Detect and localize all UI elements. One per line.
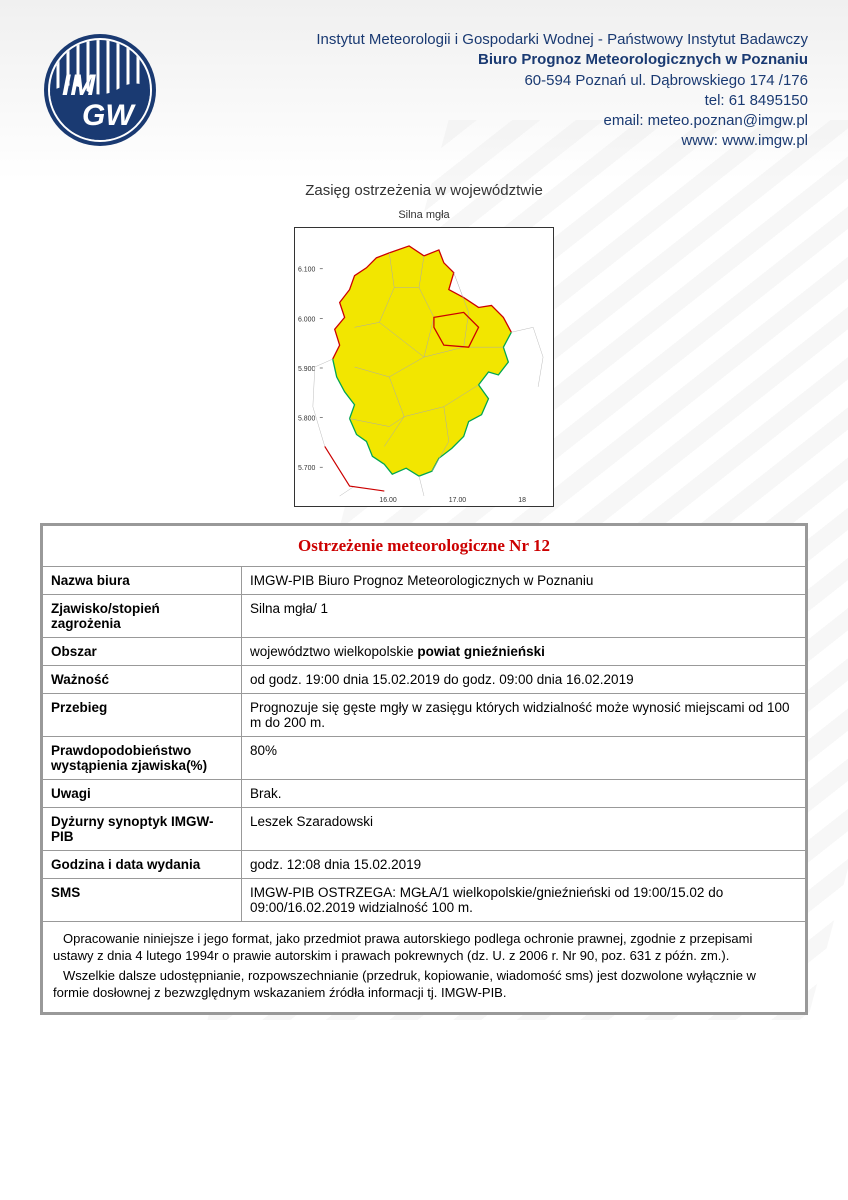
table-row: Dyżurny synoptyk IMGW-PIBLeszek Szaradow… (42, 807, 807, 850)
row-value: IMGW-PIB Biuro Prognoz Meteorologicznych… (242, 566, 807, 594)
row-value: godz. 12:08 dnia 15.02.2019 (242, 850, 807, 878)
row-label: SMS (42, 878, 242, 921)
svg-text:5.900: 5.900 (298, 365, 316, 372)
row-label: Godzina i data wydania (42, 850, 242, 878)
map-container: 6.100 6.000 5.900 5.800 5.700 16.00 17.0… (294, 227, 554, 507)
region-fill (333, 245, 512, 475)
organization-info: Instytut Meteorologii i Gospodarki Wodne… (316, 30, 808, 152)
office-name: Biuro Prognoz Meteorologicznych w Poznan… (316, 50, 808, 70)
table-row: Prawdopodobieństwo wystąpienia zjawiska(… (42, 736, 807, 779)
table-row: Zjawisko/stopień zagrożeniaSilna mgła/ 1 (42, 594, 807, 637)
row-value: od godz. 19:00 dnia 15.02.2019 do godz. … (242, 665, 807, 693)
svg-text:17.00: 17.00 (449, 496, 467, 503)
map-subtitle: Silna mgła (40, 209, 808, 221)
table-row: Godzina i data wydaniagodz. 12:08 dnia 1… (42, 850, 807, 878)
row-value: Silna mgła/ 1 (242, 594, 807, 637)
row-value: Prognozuje się gęste mgły w zasięgu któr… (242, 693, 807, 736)
table-title: Ostrzeżenie meteorologiczne Nr 12 (42, 524, 807, 566)
footer-cell: Opracowanie niniejsze i jego format, jak… (42, 921, 807, 1013)
table-row: Ważnośćod godz. 19:00 dnia 15.02.2019 do… (42, 665, 807, 693)
row-value: IMGW-PIB OSTRZEGA: MGŁA/1 wielkopolskie/… (242, 878, 807, 921)
row-label: Obszar (42, 637, 242, 665)
institute-name: Instytut Meteorologii i Gospodarki Wodne… (316, 30, 808, 50)
map-section: Zasięg ostrzeżenia w województwie Silna … (40, 182, 808, 511)
address-line: 60-594 Poznań ul. Dąbrowskiego 174 /176 (316, 71, 808, 91)
row-value: Leszek Szaradowski (242, 807, 807, 850)
warning-table: Ostrzeżenie meteorologiczne Nr 12 Nazwa … (40, 523, 808, 1015)
tel-line: tel: 61 8495150 (316, 91, 808, 111)
row-label: Przebieg (42, 693, 242, 736)
table-footer: Opracowanie niniejsze i jego format, jak… (42, 921, 807, 1013)
row-label: Zjawisko/stopień zagrożenia (42, 594, 242, 637)
svg-text:6.000: 6.000 (298, 316, 316, 323)
row-value: 80% (242, 736, 807, 779)
map-section-title: Zasięg ostrzeżenia w województwie (40, 182, 808, 199)
footer-p1: Opracowanie niniejsze i jego format, jak… (53, 930, 795, 965)
table-row: SMSIMGW-PIB OSTRZEGA: MGŁA/1 wielkopolsk… (42, 878, 807, 921)
row-label: Nazwa biura (42, 566, 242, 594)
table-row: UwagiBrak. (42, 779, 807, 807)
table-row: Nazwa biuraIMGW-PIB Biuro Prognoz Meteor… (42, 566, 807, 594)
row-label: Ważność (42, 665, 242, 693)
footer-p2: Wszelkie dalsze udostępnianie, rozpowsze… (53, 967, 795, 1002)
svg-text:IM: IM (62, 69, 96, 102)
row-label: Prawdopodobieństwo wystąpienia zjawiska(… (42, 736, 242, 779)
svg-text:5.800: 5.800 (298, 415, 316, 422)
row-value: województwo wielkopolskie powiat gnieźni… (242, 637, 807, 665)
svg-text:6.100: 6.100 (298, 266, 316, 273)
table-row: PrzebiegPrognozuje się gęste mgły w zasi… (42, 693, 807, 736)
document-header: IM GW Instytut Meteorologii i Gospodarki… (40, 30, 808, 152)
www-line: www: www.imgw.pl (316, 131, 808, 151)
imgw-logo: IM GW (40, 30, 160, 150)
svg-text:GW: GW (82, 99, 136, 132)
svg-text:18: 18 (518, 496, 526, 503)
voivodeship-map: 6.100 6.000 5.900 5.800 5.700 16.00 17.0… (295, 228, 553, 506)
svg-text:5.700: 5.700 (298, 465, 316, 472)
row-label: Dyżurny synoptyk IMGW-PIB (42, 807, 242, 850)
svg-text:16.00: 16.00 (379, 496, 397, 503)
row-label: Uwagi (42, 779, 242, 807)
table-row: Obszarwojewództwo wielkopolskie powiat g… (42, 637, 807, 665)
email-line: email: meteo.poznan@imgw.pl (316, 111, 808, 131)
row-value: Brak. (242, 779, 807, 807)
